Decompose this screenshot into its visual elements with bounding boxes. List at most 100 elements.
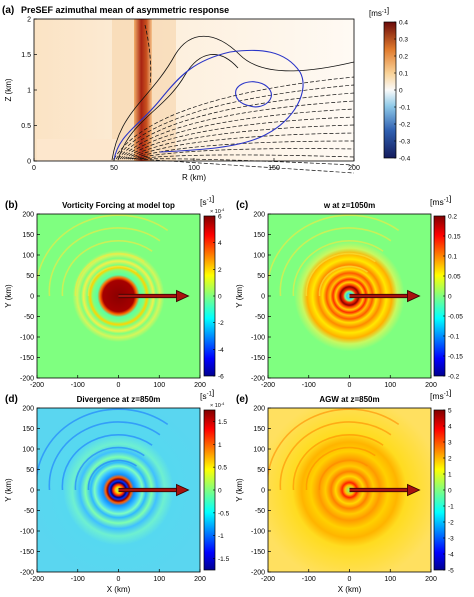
panel-c-ylabel: Y (km) bbox=[235, 284, 244, 308]
panel-e-colorbar-tick-label: 2 bbox=[448, 456, 452, 463]
panel-e-colorbar-unit: [ms-1] bbox=[430, 388, 451, 401]
panel-a-yaxis-tick-label: 1 bbox=[27, 88, 31, 95]
panel-e-yaxis-tick-label: -150 bbox=[251, 549, 265, 556]
panel-d-colorbar-tick-label: 1.5 bbox=[218, 419, 227, 426]
panel-e-colorbar-tick-label: 1 bbox=[448, 472, 452, 479]
panel-a-colorbar-tick-label: 0.1 bbox=[399, 71, 408, 78]
panel-b-label: (b) bbox=[5, 200, 18, 211]
panel-c-field bbox=[268, 214, 431, 378]
panel-b-colorbar-tick-label: 0 bbox=[218, 294, 222, 301]
panel-d-xaxis-tick-label: -100 bbox=[71, 576, 85, 583]
panel-a-colorbar-tick-label: -0.4 bbox=[399, 156, 411, 163]
panel-a-dashed-contour bbox=[137, 158, 355, 174]
panel-b-spiral-band bbox=[61, 239, 153, 297]
panel-e-arrow-head bbox=[407, 483, 421, 497]
panel-b-xaxis-tick-label: -100 bbox=[71, 382, 85, 389]
panel-a-label: (a) bbox=[2, 5, 14, 16]
panel-a-xaxis-tick-label: 100 bbox=[188, 165, 200, 172]
panel-d-xlabel: X (km) bbox=[107, 585, 131, 594]
panel-e-yaxis-tick-label: 50 bbox=[257, 467, 265, 474]
panel-e-colorbar-tick-label: -4 bbox=[448, 552, 454, 559]
panel-b-field bbox=[37, 214, 200, 378]
panel-b-xaxis-tick-label: -200 bbox=[30, 382, 44, 389]
panel-c-xaxis-tick-label: 0 bbox=[348, 382, 352, 389]
panel-c-yaxis-tick-label: -200 bbox=[251, 376, 265, 383]
panel-d-ylabel: Y (km) bbox=[4, 478, 13, 502]
panel-c-xaxis-tick-label: -200 bbox=[261, 382, 275, 389]
panel-b-yaxis-tick-label: 50 bbox=[26, 273, 34, 280]
panel-c-colorbar-tick-label: -0.1 bbox=[448, 334, 460, 341]
panel-e-colorbar-tick-label: -3 bbox=[448, 536, 454, 543]
panel-d-colorbar-scale: × 10-4 bbox=[210, 402, 225, 409]
panel-b-yaxis-tick-label: 100 bbox=[22, 253, 34, 260]
panel-b-colorbar-scale: × 10-4 bbox=[210, 208, 225, 215]
panel-c-xaxis-tick-label: -100 bbox=[302, 382, 316, 389]
panel-c-colorbar-tick-label: 0.2 bbox=[448, 214, 457, 221]
panel-c-yaxis-tick-label: 150 bbox=[253, 232, 265, 239]
panel-c-spiral-band bbox=[318, 265, 368, 297]
panel-d-yaxis-tick-label: -200 bbox=[20, 570, 34, 577]
panel-e-xlabel: X (km) bbox=[338, 585, 362, 594]
panel-b-yaxis-tick-label: -200 bbox=[20, 376, 34, 383]
panel-a-dashed-contour bbox=[113, 76, 355, 160]
panel-c-yaxis-tick-label: 100 bbox=[253, 253, 265, 260]
panel-c-colorbar-tick-label: -0.05 bbox=[448, 314, 463, 321]
panel-e-xaxis-tick-label: -100 bbox=[302, 576, 316, 583]
panel-b-xaxis-tick-label: 100 bbox=[153, 382, 165, 389]
panel-a-dashed-contour bbox=[117, 92, 355, 160]
panel-d-spiral-band bbox=[48, 421, 161, 491]
panel-d-xaxis-tick-label: -200 bbox=[30, 576, 44, 583]
panel-b-spiral-band bbox=[37, 214, 169, 296]
panel-d-colorbar-tick-label: 1 bbox=[218, 442, 222, 449]
panel-a-solid-contour bbox=[117, 54, 239, 161]
panel-d-spiral-band bbox=[87, 459, 137, 491]
panel-a-dashed-contour bbox=[119, 100, 355, 160]
panel-d-yaxis-tick-label: 0 bbox=[30, 488, 34, 495]
panel-d-xaxis-tick-label: 100 bbox=[153, 576, 165, 583]
panel-e-colorbar-tick-label: -2 bbox=[448, 520, 454, 527]
panel-b-yaxis-tick-label: -50 bbox=[24, 314, 34, 321]
panel-d-colorbar-unit: [s-1] bbox=[200, 388, 214, 401]
panel-b-colorbar-tick-label: -6 bbox=[218, 374, 224, 381]
panel-e-xaxis-tick-label: -200 bbox=[261, 576, 275, 583]
panel-c-yaxis-tick-label: 0 bbox=[261, 294, 265, 301]
panel-e-yaxis-tick-label: 150 bbox=[253, 426, 265, 433]
panel-e-colorbar-tick-label: 3 bbox=[448, 440, 452, 447]
panel-d-yaxis-tick-label: -150 bbox=[20, 549, 34, 556]
panel-b-colorbar-tick-label: -4 bbox=[218, 347, 224, 354]
panel-b-spiral-band bbox=[48, 227, 161, 297]
panel-a-yaxis-tick-label: 2 bbox=[27, 17, 31, 24]
panel-c-colorbar-tick-label: 0.15 bbox=[448, 234, 461, 241]
panel-b-colorbar-unit: [s-1] bbox=[200, 194, 214, 207]
panel-e-spiral-band bbox=[268, 408, 400, 490]
panel-d-arrow-head bbox=[176, 483, 190, 497]
panel-a-dashed-contour bbox=[115, 84, 355, 160]
panel-b: -200 -100 0 100 200 200 150 100 50 0 -50 -100 -150 -2… bbox=[4, 194, 225, 389]
panel-e-label: (e) bbox=[236, 394, 248, 405]
panel-a-colorbar-tick-label: -0.3 bbox=[399, 139, 411, 146]
panel-b-ylabel: Y (km) bbox=[4, 284, 13, 308]
panel-e-ylabel: Y (km) bbox=[235, 478, 244, 502]
panel-e-colorbar-tick-label: 0 bbox=[448, 488, 452, 495]
panel-c: -200 -100 0 100 200 200 150 100 50 0 -50 -100 -150 -2… bbox=[235, 194, 463, 389]
panel-b-yaxis-tick-label: -100 bbox=[20, 335, 34, 342]
panel-e: -200 -100 0 100 200200150100500-50-100-150-2… bbox=[235, 388, 454, 594]
panel-c-yaxis-tick-label: 50 bbox=[257, 273, 265, 280]
panel-a-colorbar-tick-label: -0.1 bbox=[399, 105, 411, 112]
panel-c-yaxis-tick-label: -50 bbox=[255, 314, 265, 321]
panel-a-blue-contour bbox=[113, 49, 304, 161]
panel-a-solid-contour bbox=[111, 35, 355, 161]
panel-a-xaxis-tick-label: 150 bbox=[268, 165, 280, 172]
panel-d-yaxis-tick-label: 50 bbox=[26, 467, 34, 474]
panel-e-yaxis-tick-label: 200 bbox=[253, 406, 265, 413]
panel-d-spiral-band bbox=[37, 408, 169, 490]
panel-d-yaxis-tick-label: 100 bbox=[22, 447, 34, 454]
panel-a-blue-contour bbox=[235, 81, 272, 108]
panel-a-dashed-contour bbox=[127, 132, 355, 160]
panel-e-title: AGW at z=850m bbox=[319, 395, 379, 404]
panel-b-title: Vorticity Forcing at model top bbox=[62, 201, 175, 210]
panel-a-xaxis-tick-label: 200 bbox=[348, 165, 360, 172]
panel-c-spiral-band bbox=[279, 227, 392, 297]
panel-b-colorbar-tick-label: 4 bbox=[218, 240, 222, 247]
